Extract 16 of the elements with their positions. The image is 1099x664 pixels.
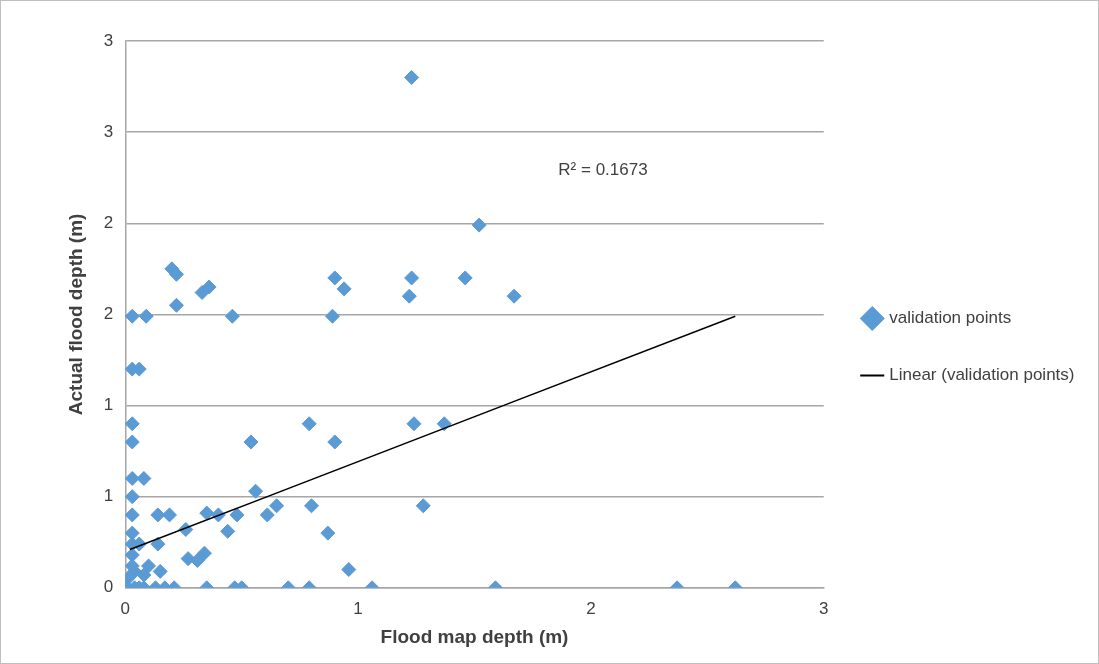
x-tick-label: 1 [353, 598, 363, 618]
x-tick-label: 2 [586, 598, 596, 618]
y-tick-label: 2 [103, 212, 114, 232]
x-tick-label: 3 [819, 598, 829, 618]
y-tick-label: 1 [103, 486, 114, 506]
legend-label: Linear (validation points) [889, 365, 1075, 385]
y-tick-label: 3 [103, 121, 114, 141]
y-tick-label: 1 [103, 395, 114, 415]
y-tick-label: 0 [103, 577, 114, 597]
legend-label: validation points [889, 308, 1012, 328]
x-tick-label: 0 [120, 598, 130, 618]
y-axis-title: Actual flood depth (m) [64, 213, 86, 416]
x-axis-title: Flood map depth (m) [380, 625, 569, 647]
y-tick-label: 3 [103, 30, 114, 50]
annotation: R² = 0.1673 [558, 159, 648, 179]
y-tick-label: 2 [103, 304, 114, 324]
